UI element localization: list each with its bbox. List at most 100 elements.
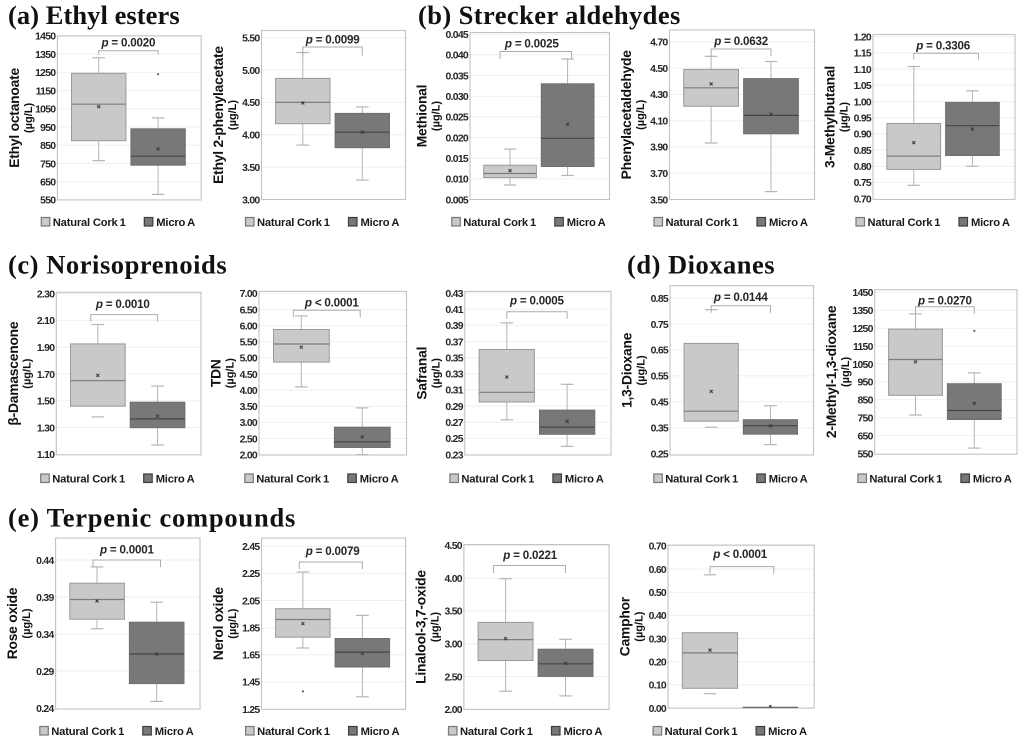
svg-text:0.020: 0.020 — [445, 133, 468, 144]
svg-text:(µg/L): (µg/L) — [22, 358, 34, 388]
svg-text:p = 0.0144: p = 0.0144 — [713, 291, 769, 304]
svg-text:2.50: 2.50 — [444, 672, 462, 683]
svg-text:1,3-Dioxane: 1,3-Dioxane — [619, 332, 634, 408]
svg-text:0.00: 0.00 — [649, 704, 667, 715]
svg-text:Natural Cork 1: Natural Cork 1 — [256, 474, 329, 486]
svg-text:5.00: 5.00 — [242, 66, 260, 77]
svg-text:Natural Cork 1: Natural Cork 1 — [257, 726, 330, 738]
svg-text:1.85: 1.85 — [242, 624, 260, 635]
svg-text:2.10: 2.10 — [37, 316, 55, 327]
svg-text:p = 0.0010: p = 0.0010 — [95, 298, 150, 311]
svg-text:3.50: 3.50 — [650, 195, 668, 206]
svg-text:Safranal: Safranal — [414, 347, 429, 400]
svg-text:Micro A: Micro A — [155, 726, 194, 738]
svg-text:p = 0.0221: p = 0.0221 — [502, 549, 558, 562]
svg-text:p = 0.0001: p = 0.0001 — [99, 544, 155, 557]
svg-text:p = 0.0632: p = 0.0632 — [713, 35, 768, 48]
svg-text:4.00: 4.00 — [444, 574, 462, 585]
svg-text:Natural Cork 1: Natural Cork 1 — [463, 217, 536, 229]
svg-text:Micro A: Micro A — [361, 726, 400, 738]
svg-text:Natural Cork 1: Natural Cork 1 — [868, 217, 941, 229]
svg-text:3-Methylbutanal: 3-Methylbutanal — [822, 66, 837, 168]
svg-text:Linalool-3,7-oxide: Linalool-3,7-oxide — [413, 570, 428, 684]
svg-text:(µg/L): (µg/L) — [838, 102, 850, 132]
svg-text:p = 0.0099: p = 0.0099 — [305, 34, 361, 47]
svg-text:950: 950 — [40, 123, 56, 134]
svg-text:2.30: 2.30 — [37, 289, 55, 300]
svg-text:(µg/L): (µg/L) — [227, 608, 239, 638]
svg-text:1050: 1050 — [35, 105, 56, 116]
svg-text:6.50: 6.50 — [240, 305, 258, 316]
svg-text:0.35: 0.35 — [445, 353, 463, 364]
svg-text:(a) Ethyl esters: (a) Ethyl esters — [8, 0, 180, 30]
svg-text:4.50: 4.50 — [242, 98, 260, 109]
svg-text:Micro A: Micro A — [156, 474, 195, 486]
svg-text:0.29: 0.29 — [445, 402, 463, 413]
svg-text:4.70: 4.70 — [650, 38, 668, 49]
svg-text:1.30: 1.30 — [37, 423, 55, 434]
svg-text:p = 0.0270: p = 0.0270 — [917, 295, 972, 308]
svg-text:0.25: 0.25 — [651, 450, 669, 461]
svg-text:1.25: 1.25 — [242, 705, 260, 716]
svg-text:(µg/L): (µg/L) — [633, 611, 645, 641]
svg-text:Micro A: Micro A — [156, 217, 195, 229]
svg-text:Natural Cork 1: Natural Cork 1 — [52, 474, 125, 486]
svg-text:6.00: 6.00 — [240, 321, 258, 332]
svg-text:p < 0.0001: p < 0.0001 — [712, 548, 768, 561]
svg-text:4.50: 4.50 — [650, 64, 668, 75]
svg-text:5.50: 5.50 — [240, 338, 258, 349]
svg-text:Natural Cork 1: Natural Cork 1 — [51, 726, 124, 738]
svg-text:(µg/L): (µg/L) — [227, 100, 239, 130]
svg-text:Micro A: Micro A — [361, 217, 400, 229]
svg-text:Rose oxide: Rose oxide — [5, 587, 20, 659]
svg-text:0.70: 0.70 — [649, 542, 667, 553]
svg-text:550: 550 — [857, 449, 873, 460]
svg-text:Methional: Methional — [414, 85, 429, 148]
svg-text:1350: 1350 — [852, 306, 873, 317]
svg-text:1.50: 1.50 — [37, 397, 55, 408]
svg-text:0.23: 0.23 — [445, 450, 463, 461]
svg-text:0.85: 0.85 — [854, 146, 872, 157]
svg-text:0.29: 0.29 — [36, 667, 54, 678]
svg-text:(µg/L): (µg/L) — [224, 358, 236, 388]
svg-text:Phenylacetaldehyde: Phenylacetaldehyde — [619, 50, 634, 180]
svg-text:4.10: 4.10 — [650, 117, 668, 128]
svg-text:1.20: 1.20 — [854, 33, 872, 44]
svg-text:4.50: 4.50 — [240, 370, 258, 381]
svg-text:(b) Strecker aldehydes: (b) Strecker aldehydes — [418, 0, 681, 30]
svg-text:1450: 1450 — [35, 32, 56, 43]
svg-text:1350: 1350 — [35, 50, 56, 61]
svg-text:(µg/L): (µg/L) — [23, 102, 35, 132]
svg-text:p = 0.0005: p = 0.0005 — [509, 295, 565, 308]
svg-text:Ethyl 2-phenylacetate: Ethyl 2-phenylacetate — [211, 46, 226, 184]
svg-text:750: 750 — [857, 414, 873, 425]
svg-text:1250: 1250 — [35, 68, 56, 79]
svg-text:3.00: 3.00 — [242, 195, 260, 206]
svg-text:0.030: 0.030 — [445, 92, 468, 103]
svg-text:p = 0.3306: p = 0.3306 — [915, 40, 971, 53]
svg-text:0.10: 0.10 — [649, 681, 667, 692]
svg-text:0.015: 0.015 — [445, 154, 468, 165]
svg-text:3.50: 3.50 — [242, 163, 260, 174]
svg-text:4.30: 4.30 — [650, 90, 668, 101]
svg-text:0.50: 0.50 — [649, 588, 667, 599]
svg-text:850: 850 — [40, 141, 56, 152]
svg-text:0.75: 0.75 — [854, 178, 872, 189]
svg-text:650: 650 — [857, 431, 873, 442]
svg-text:Natural Cork 1: Natural Cork 1 — [666, 217, 739, 229]
svg-text:0.025: 0.025 — [445, 113, 468, 124]
svg-text:p = 0.0079: p = 0.0079 — [305, 545, 361, 558]
svg-text:p = 0.0020: p = 0.0020 — [101, 37, 156, 50]
svg-text:0.39: 0.39 — [445, 321, 463, 332]
svg-text:(µg/L): (µg/L) — [21, 608, 33, 638]
svg-text:1150: 1150 — [853, 342, 874, 353]
svg-text:2.25: 2.25 — [242, 569, 260, 580]
svg-text:0.60: 0.60 — [649, 565, 667, 576]
svg-text:Micro A: Micro A — [565, 474, 604, 486]
svg-text:3.00: 3.00 — [240, 418, 258, 429]
svg-text:2.05: 2.05 — [242, 596, 260, 607]
svg-text:0.31: 0.31 — [445, 386, 463, 397]
svg-text:0.85: 0.85 — [651, 294, 669, 305]
svg-text:850: 850 — [857, 396, 873, 407]
svg-text:Micro A: Micro A — [567, 217, 606, 229]
